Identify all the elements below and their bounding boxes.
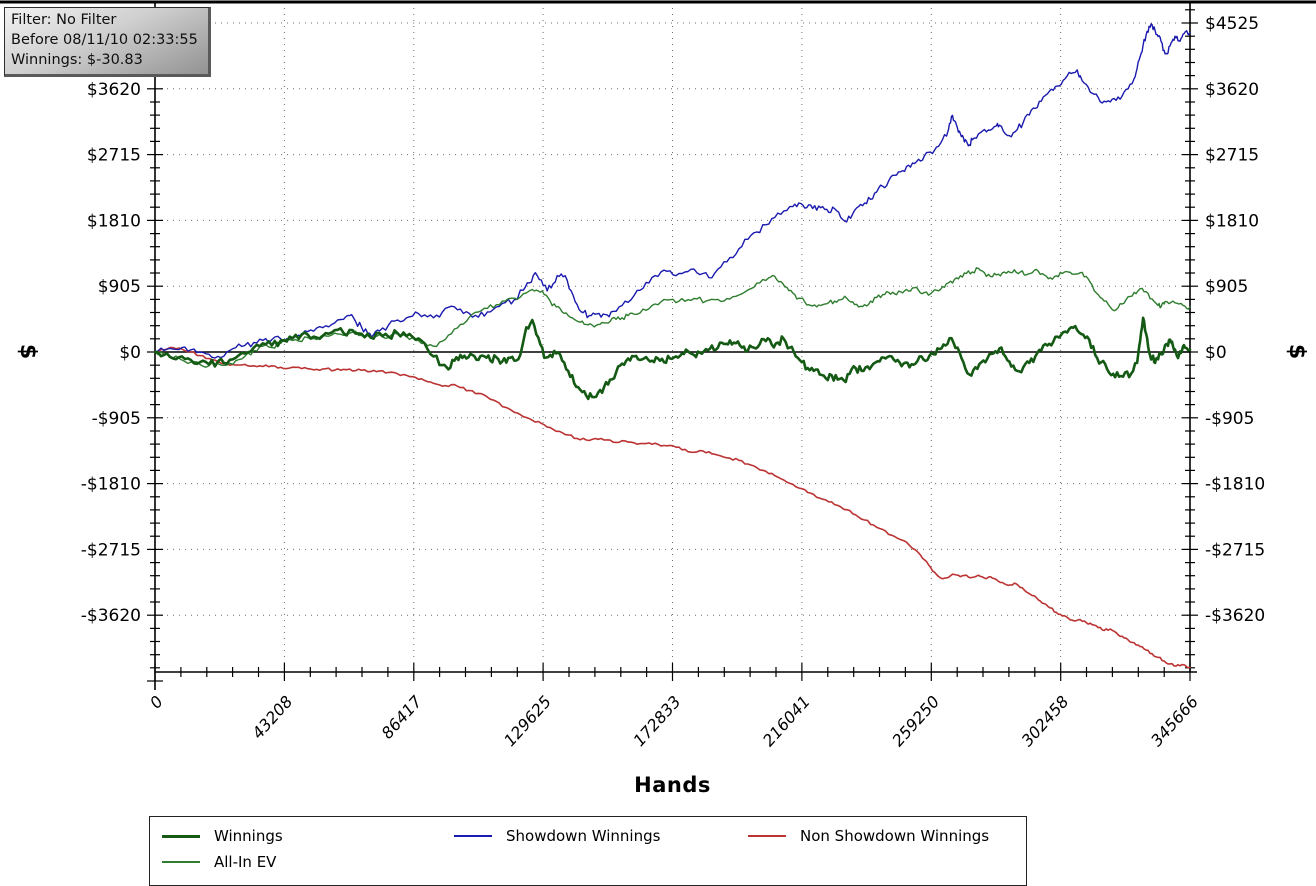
filter-tooltip: Filter: No Filter Before 08/11/10 02:33:… [4, 7, 211, 77]
y-axis-title-left: $ [15, 343, 41, 360]
y-tick-label-left: -$1810 [81, 475, 141, 495]
legend-label-non-showdown-winnings: Non Showdown Winnings [800, 827, 990, 845]
non-showdown-winnings-line-swatch [748, 835, 786, 837]
x-tick-label: 86417 [378, 691, 427, 742]
y-tick-label-right: $905 [1205, 277, 1248, 297]
showdown-winnings-line-swatch [454, 835, 492, 837]
series-non-showdown-winnings-line [154, 346, 1191, 669]
legend-item-showdown-winnings[interactable]: Showdown Winnings [454, 824, 748, 848]
winnings-line-swatch [162, 834, 200, 838]
x-tick-label: 216041 [759, 692, 814, 750]
x-tick-label: 0 [146, 692, 167, 712]
y-tick-label-right: -$2715 [1205, 540, 1265, 560]
y-tick-label-left: $905 [98, 277, 141, 297]
x-tick-label: 129625 [500, 692, 555, 750]
x-axis-title: Hands [634, 773, 711, 797]
series-winnings-line [153, 316, 1192, 401]
y-tick-label-right: -$1810 [1205, 475, 1265, 495]
y-tick-label-left: $2715 [87, 146, 141, 166]
y-tick-label-right: -$905 [1205, 409, 1254, 429]
x-tick-label: 259250 [888, 692, 943, 750]
y-tick-label-right: -$3620 [1205, 606, 1265, 626]
plot-canvas: $4525$4525$3620$3620$2715$2715$1810$1810… [0, 0, 1316, 750]
tooltip-date-line: Before 08/11/10 02:33:55 [11, 32, 198, 48]
y-tick-label-left: -$3620 [81, 606, 141, 626]
legend-item-winnings[interactable]: Winnings [162, 824, 454, 848]
all-in-ev-line-swatch [162, 861, 200, 863]
series-showdown-winnings-line [154, 23, 1191, 359]
y-tick-label-right: $0 [1205, 343, 1227, 363]
legend-label-all-in-ev: All-In EV [214, 853, 277, 871]
x-tick-label: 345666 [1147, 692, 1202, 750]
y-tick-label-left: $1810 [87, 211, 141, 231]
tooltip-winnings-line: Winnings: $-30.83 [11, 52, 143, 68]
y-tick-label-right: $4525 [1205, 14, 1259, 34]
y-tick-label-left: -$905 [92, 409, 141, 429]
y-tick-label-right: $2715 [1205, 146, 1259, 166]
legend-label-showdown-winnings: Showdown Winnings [506, 827, 661, 845]
x-tick-label: 43208 [248, 692, 296, 743]
legend: Winnings Showdown Winnings Non Showdown … [149, 816, 1027, 886]
legend-item-all-in-ev[interactable]: All-In EV [162, 850, 454, 874]
y-tick-label-left: -$2715 [81, 540, 141, 560]
y-tick-label-left: $0 [119, 343, 141, 363]
y-tick-label-left: $3620 [87, 80, 141, 100]
tooltip-filter-line: Filter: No Filter [11, 12, 117, 28]
y-axis-title-right: $ [1284, 343, 1310, 360]
x-tick-label: 172833 [629, 692, 684, 750]
y-tick-label-right: $3620 [1205, 80, 1259, 100]
y-tick-label-right: $1810 [1205, 211, 1259, 231]
legend-item-non-showdown-winnings[interactable]: Non Showdown Winnings [748, 824, 1016, 848]
x-tick-label: 302458 [1018, 692, 1073, 750]
legend-label-winnings: Winnings [214, 827, 283, 845]
